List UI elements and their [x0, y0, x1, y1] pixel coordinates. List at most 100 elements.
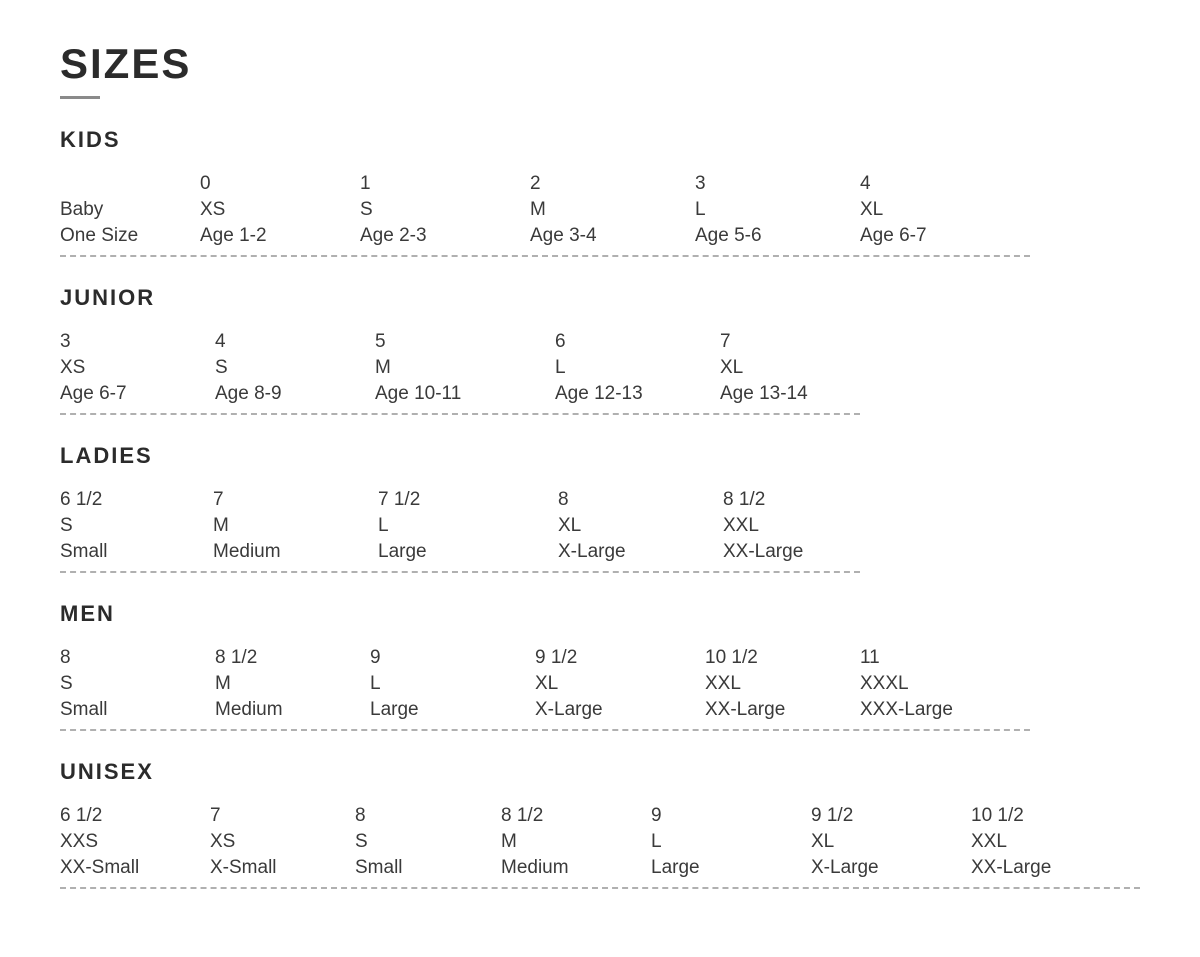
size-cell: S: [360, 197, 530, 223]
size-cell: Age 10-11: [375, 381, 555, 407]
size-cell: XS: [60, 355, 215, 381]
size-cell: M: [213, 513, 378, 539]
size-column: 2MAge 3-4: [530, 171, 695, 249]
size-cell: XL: [860, 197, 1025, 223]
size-cell: Age 2-3: [360, 223, 530, 249]
section-divider: [60, 255, 1030, 257]
size-column: 4SAge 8-9: [215, 329, 375, 407]
size-cell: Large: [378, 539, 558, 565]
size-cell: XXL: [705, 671, 860, 697]
size-column: 7XSX-Small: [210, 803, 355, 881]
size-cell: S: [215, 355, 375, 381]
size-cell: Medium: [213, 539, 378, 565]
size-cell: XXX-Large: [860, 697, 1015, 723]
size-cell: 2: [530, 171, 695, 197]
section-heading: LADIES: [60, 443, 1140, 469]
size-column: 3LAge 5-6: [695, 171, 860, 249]
size-column: 8 1/2XXLXX-Large: [723, 487, 888, 565]
size-cell: Age 8-9: [215, 381, 375, 407]
section-divider: [60, 413, 860, 415]
size-grid: BabyOne Size0XSAge 1-21SAge 2-32MAge 3-4…: [60, 171, 1140, 249]
size-cell: 3: [60, 329, 215, 355]
size-cell: X-Large: [558, 539, 723, 565]
size-column: 7XLAge 13-14: [720, 329, 885, 407]
size-column: 9 1/2XLX-Large: [811, 803, 971, 881]
size-cell: XL: [558, 513, 723, 539]
size-cell: XXXL: [860, 671, 1015, 697]
size-cell: XX-Large: [705, 697, 860, 723]
section-heading: KIDS: [60, 127, 1140, 153]
section-divider: [60, 729, 1030, 731]
size-column: 9LLarge: [651, 803, 811, 881]
size-grid: 6 1/2XXSXX-Small7XSX-Small8SSmall8 1/2MM…: [60, 803, 1140, 881]
size-cell: M: [530, 197, 695, 223]
size-cell: One Size: [60, 223, 200, 249]
size-column: 9LLarge: [370, 645, 535, 723]
size-cell: L: [555, 355, 720, 381]
size-cell: 10 1/2: [705, 645, 860, 671]
size-cell: 9: [370, 645, 535, 671]
size-cell: [60, 171, 200, 197]
size-cell: L: [695, 197, 860, 223]
size-cell: XL: [720, 355, 885, 381]
size-grid: 8SSmall8 1/2MMedium9LLarge9 1/2XLX-Large…: [60, 645, 1140, 723]
size-column: 7MMedium: [213, 487, 378, 565]
size-column: 8XLX-Large: [558, 487, 723, 565]
size-cell: Age 1-2: [200, 223, 360, 249]
size-cell: Age 3-4: [530, 223, 695, 249]
size-column: 7 1/2LLarge: [378, 487, 558, 565]
size-cell: Large: [651, 855, 811, 881]
size-cell: XS: [200, 197, 360, 223]
size-cell: X-Large: [535, 697, 705, 723]
size-column: 8 1/2MMedium: [501, 803, 651, 881]
size-cell: 7: [210, 803, 355, 829]
size-cell: XL: [811, 829, 971, 855]
size-column: BabyOne Size: [60, 171, 200, 249]
size-cell: Age 5-6: [695, 223, 860, 249]
section-heading: UNISEX: [60, 759, 1140, 785]
size-cell: 11: [860, 645, 1015, 671]
size-cell: XXS: [60, 829, 210, 855]
size-cell: XX-Small: [60, 855, 210, 881]
size-column: 10 1/2XXLXX-Large: [705, 645, 860, 723]
page-title: SIZES: [60, 40, 1140, 88]
size-cell: S: [60, 671, 215, 697]
section-divider: [60, 887, 1140, 889]
size-section: MEN 8SSmall8 1/2MMedium9LLarge9 1/2XLX-La…: [60, 601, 1140, 731]
size-column: 6 1/2XXSXX-Small: [60, 803, 210, 881]
size-cell: X-Large: [811, 855, 971, 881]
size-cell: 10 1/2: [971, 803, 1121, 829]
size-column: 6LAge 12-13: [555, 329, 720, 407]
size-cell: Age 13-14: [720, 381, 885, 407]
size-cell: 8: [60, 645, 215, 671]
section-heading: MEN: [60, 601, 1140, 627]
size-column: 10 1/2XXLXX-Large: [971, 803, 1121, 881]
size-cell: 3: [695, 171, 860, 197]
size-column: 8 1/2MMedium: [215, 645, 370, 723]
size-cell: M: [501, 829, 651, 855]
size-column: 5MAge 10-11: [375, 329, 555, 407]
size-cell: Age 6-7: [860, 223, 1025, 249]
size-cell: 8: [355, 803, 501, 829]
size-section: UNISEX 6 1/2XXSXX-Small7XSX-Small8SSmall8…: [60, 759, 1140, 889]
size-cell: XX-Large: [723, 539, 888, 565]
size-cell: Age 6-7: [60, 381, 215, 407]
size-cell: X-Small: [210, 855, 355, 881]
size-cell: 8 1/2: [723, 487, 888, 513]
size-cell: 9 1/2: [811, 803, 971, 829]
size-section: JUNIOR3XSAge 6-74SAge 8-95MAge 10-116LAg…: [60, 285, 1140, 415]
size-cell: 5: [375, 329, 555, 355]
size-cell: Small: [355, 855, 501, 881]
size-cell: 1: [360, 171, 530, 197]
size-cell: XS: [210, 829, 355, 855]
size-column: 0XSAge 1-2: [200, 171, 360, 249]
size-cell: XXL: [971, 829, 1121, 855]
size-cell: L: [651, 829, 811, 855]
size-cell: 6 1/2: [60, 487, 213, 513]
size-column: 8SSmall: [355, 803, 501, 881]
size-cell: 0: [200, 171, 360, 197]
size-cell: 9: [651, 803, 811, 829]
title-underline: [60, 96, 100, 99]
size-grid: 6 1/2SSmall7MMedium7 1/2LLarge8XLX-Large…: [60, 487, 1140, 565]
size-cell: Baby: [60, 197, 200, 223]
